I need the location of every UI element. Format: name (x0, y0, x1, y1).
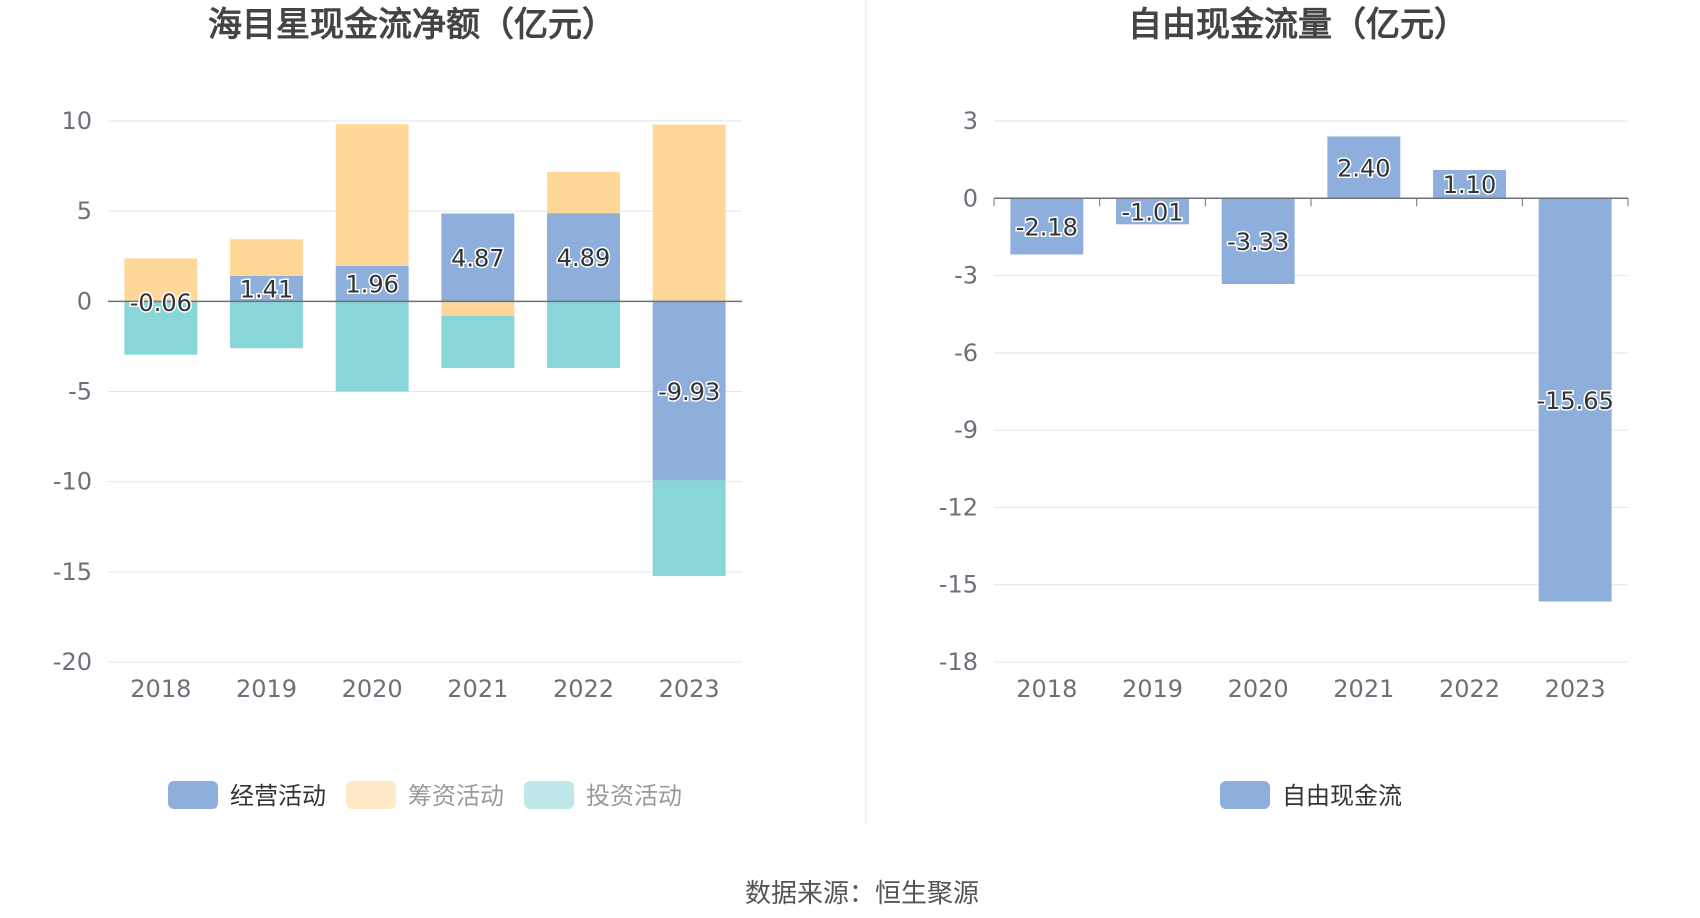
bar-free-cash-flow-2018[interactable] (1010, 198, 1084, 255)
y-tick-label: 0 (77, 287, 92, 315)
y-tick-label: -5 (68, 378, 92, 406)
data-label-2020: -3.33 (1227, 228, 1289, 256)
bar-free-cash-flow-2019[interactable] (1116, 198, 1189, 225)
x-tick-label: 2022 (1439, 675, 1500, 703)
bar-operating-2023[interactable] (652, 301, 726, 481)
legend-label: 经营活动 (230, 782, 326, 810)
bar-financing-2019[interactable] (230, 239, 303, 276)
y-tick-label: 5 (77, 197, 92, 225)
y-tick-label: -12 (939, 493, 978, 521)
y-tick-label: -20 (53, 648, 92, 676)
x-tick-label: 2023 (659, 675, 720, 703)
chart-bars-free-cash-flow (993, 136, 1629, 602)
chart-title-free-cash-flow: 自由现金流量（亿元） (1128, 5, 1468, 45)
bar-free-cash-flow-2022[interactable] (1433, 169, 1506, 199)
data-label-2023: -9.93 (658, 378, 720, 406)
legend-free-cash-flow[interactable]: 自由现金流 (1220, 781, 1402, 810)
x-tick-label: 2021 (1333, 675, 1394, 703)
bar-free-cash-flow-2021[interactable] (1327, 136, 1401, 199)
legend-label: 筹资活动 (408, 782, 504, 810)
data-label-2021: 2.40 (1337, 154, 1390, 182)
chart-grid-net-cash-flow: 10 5 0 -5 -10 -15 -20 2018 2019 2020 2021 2022 2023 (53, 107, 742, 703)
y-tick-label: -15 (939, 571, 978, 599)
legend-label: 投资活动 (586, 782, 682, 810)
bar-investing-2018[interactable] (124, 302, 198, 355)
y-tick-label: -15 (53, 558, 92, 586)
legend-item-financing[interactable]: 筹资活动 (346, 781, 504, 810)
legend-item-operating[interactable]: 经营活动 (168, 781, 326, 810)
x-tick-label: 2023 (1545, 675, 1606, 703)
y-tick-label: 3 (963, 107, 978, 135)
bar-investing-2023[interactable] (652, 480, 726, 576)
chart-data-labels-free-cash-flow: -2.18 -1.01 -3.33 2.40 1.10 -15.65 (1014, 153, 1615, 417)
data-label-2018: -2.18 (1016, 213, 1078, 241)
y-tick-label: -6 (954, 339, 978, 367)
y-tick-label: 10 (61, 107, 92, 135)
x-tick-label: 2022 (553, 675, 614, 703)
bar-operating-2020[interactable] (335, 265, 409, 302)
y-tick-label: -3 (954, 262, 978, 290)
data-label-2023: -15.65 (1536, 387, 1613, 415)
y-tick-label: -9 (954, 416, 978, 444)
data-label-2021: 4.87 (451, 244, 504, 272)
bar-financing-2018[interactable] (124, 258, 198, 302)
bar-operating-2019[interactable] (230, 275, 303, 302)
chart-data-labels-net-cash-flow: -0.06 1.41 1.96 4.87 4.89 -9.93 (128, 243, 721, 408)
bar-operating-2021[interactable] (441, 213, 515, 302)
data-label-2019: -1.01 (1121, 198, 1183, 226)
legend-swatch (168, 781, 218, 809)
x-tick-label: 2018 (1016, 675, 1077, 703)
x-tick-label: 2021 (447, 675, 508, 703)
bar-financing-2020[interactable] (335, 124, 409, 266)
legend-swatch (524, 781, 574, 809)
legend-item-investing[interactable]: 投资活动 (524, 781, 682, 810)
legend-label: 自由现金流 (1282, 782, 1402, 810)
data-label-2019: 1.41 (240, 276, 293, 304)
bar-investing-2021[interactable] (441, 315, 515, 369)
bar-financing-2022[interactable] (547, 171, 620, 214)
bar-investing-2022[interactable] (547, 301, 620, 369)
data-label-2022: 4.89 (557, 244, 610, 272)
x-tick-label: 2019 (1122, 675, 1183, 703)
data-source: 数据来源：恒生聚源 (745, 879, 979, 909)
chart-grid-free-cash-flow: 3 0 -3 -6 -9 -12 -15 -18 2018 2019 2020 2021 2022 202… (939, 107, 1628, 703)
data-label-2020: 1.96 (345, 271, 398, 299)
bar-operating-2022[interactable] (547, 213, 620, 302)
chart-title-net-cash-flow: 海目星现金流净额（亿元） (208, 5, 616, 45)
bar-financing-2021[interactable] (441, 301, 515, 316)
bar-financing-2023[interactable] (652, 124, 726, 302)
bar-free-cash-flow-2020[interactable] (1221, 198, 1295, 285)
y-tick-label: 0 (963, 184, 978, 212)
legend-item-free-cash-flow[interactable]: 自由现金流 (1220, 781, 1402, 810)
chart-bars-net-cash-flow (108, 124, 742, 576)
x-tick-label: 2018 (130, 675, 191, 703)
legend-net-cash-flow[interactable]: 经营活动 筹资活动 投资活动 (168, 781, 682, 810)
y-tick-label: -18 (939, 648, 978, 676)
y-tick-label: -10 (53, 468, 92, 496)
x-tick-label: 2020 (1228, 675, 1289, 703)
bar-investing-2019[interactable] (230, 301, 303, 349)
x-tick-label: 2020 (342, 675, 403, 703)
legend-swatch (1220, 781, 1270, 809)
x-tick-label: 2019 (236, 675, 297, 703)
bar-investing-2020[interactable] (335, 301, 409, 392)
legend-swatch (346, 781, 396, 809)
data-label-2018: -0.06 (130, 289, 192, 317)
data-label-2022: 1.10 (1443, 171, 1496, 199)
bar-free-cash-flow-2023[interactable] (1538, 198, 1612, 602)
